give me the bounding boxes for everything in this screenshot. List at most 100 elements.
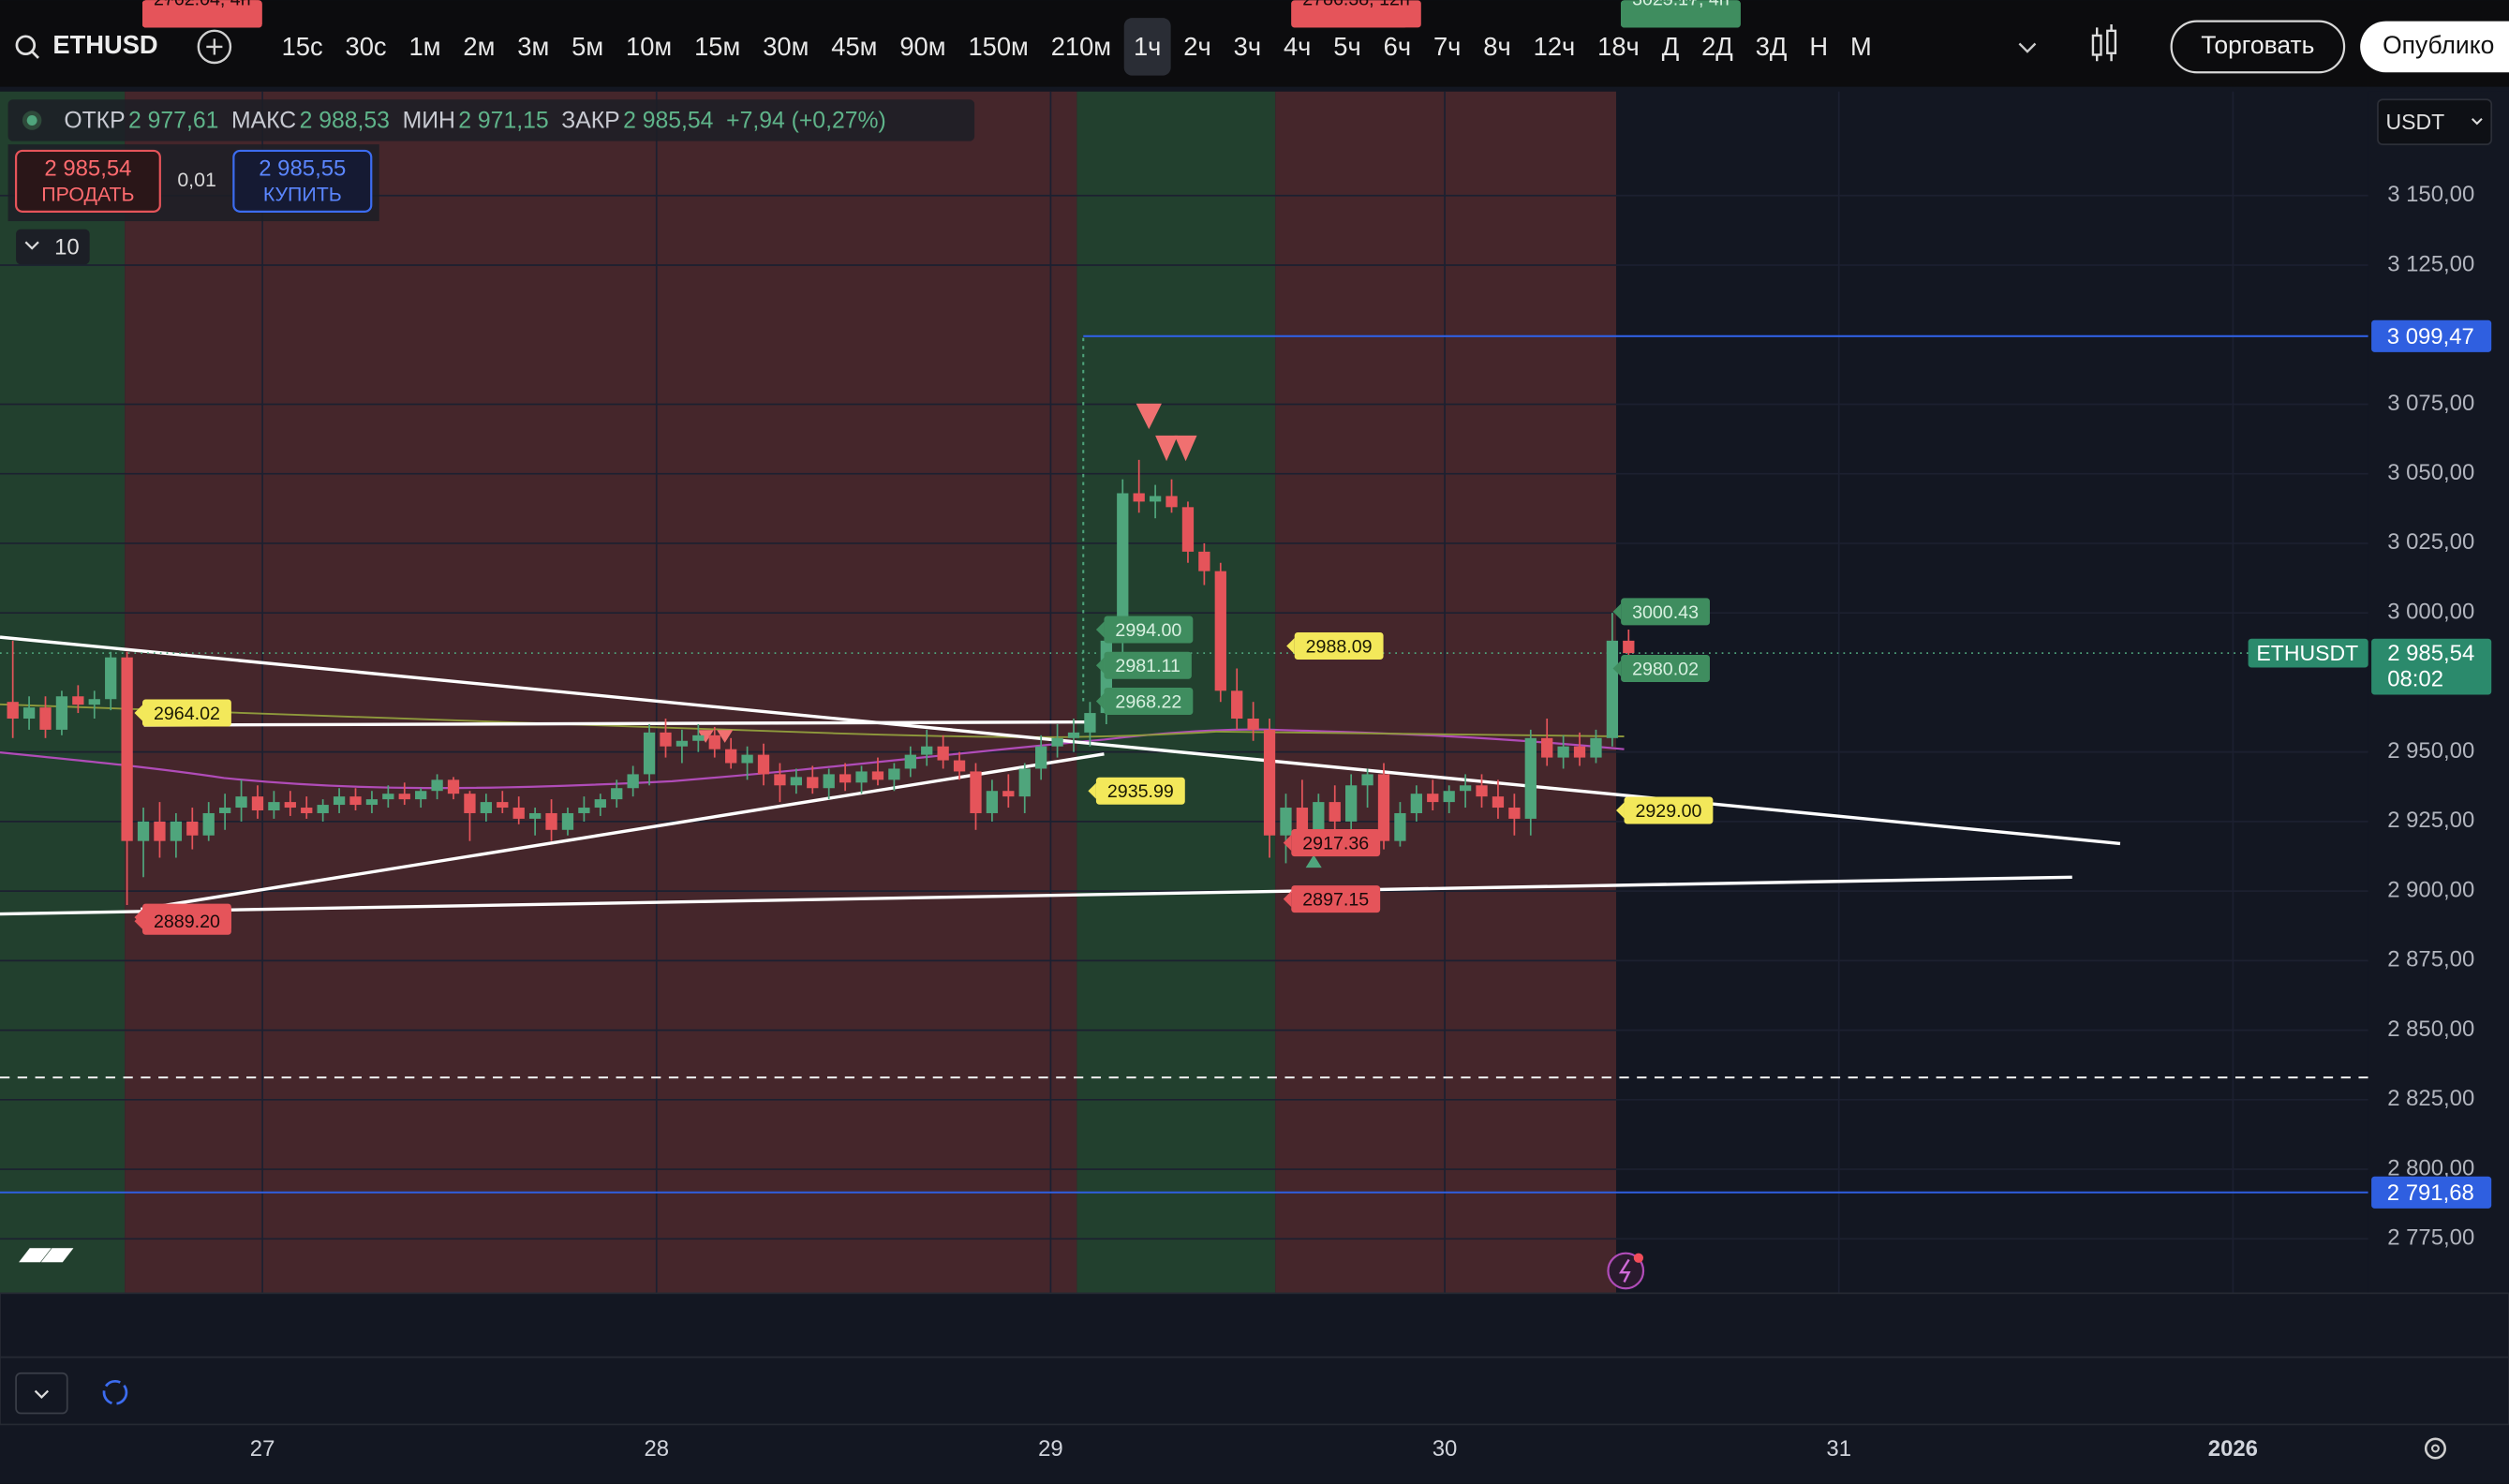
alert-bolt — [1618, 1258, 1631, 1283]
level-label-box — [1621, 654, 1710, 683]
y-tick-label: 3 150,00 — [2387, 182, 2474, 207]
interval[interactable]: М — [1850, 32, 1872, 61]
candle-body — [904, 754, 916, 769]
y-tick-label: 3 075,00 — [2387, 391, 2474, 416]
trade-button-label[interactable]: Торговать — [2201, 31, 2314, 59]
candle-body — [1296, 808, 1309, 830]
level-label: 2988.09 — [1306, 636, 1373, 657]
interval-dropdown[interactable] — [2018, 42, 2037, 53]
candle-body — [1084, 713, 1096, 733]
candle-body — [561, 812, 574, 830]
sync-button[interactable] — [102, 1379, 128, 1405]
interval[interactable]: 18ч — [1597, 32, 1640, 61]
indicators-toggle[interactable] — [16, 229, 90, 265]
candle-body — [1345, 785, 1358, 822]
selected-interval[interactable]: 1ч — [1134, 32, 1161, 61]
publish-button-label[interactable]: Опублико — [2383, 31, 2494, 59]
candle-body — [1410, 794, 1422, 813]
settings-button[interactable] — [2424, 1437, 2446, 1460]
symbol-search[interactable]: ETHUSD — [15, 30, 158, 59]
interval[interactable]: Д — [1662, 32, 1679, 61]
interval[interactable]: 150м — [968, 32, 1028, 61]
interval[interactable]: 2м — [463, 32, 495, 61]
level-label-tip — [134, 705, 143, 721]
interval[interactable]: 12ч — [1534, 32, 1576, 61]
candle-body — [545, 812, 557, 830]
interval[interactable]: 15с — [282, 32, 323, 61]
candle-body — [790, 777, 803, 786]
interval[interactable]: 5м — [572, 32, 603, 61]
interval[interactable]: 210м — [1051, 32, 1111, 61]
y-tick-label: 3 125,00 — [2387, 251, 2474, 276]
candle-body — [627, 774, 639, 789]
sell-label[interactable]: ПРОДАТЬ — [41, 183, 134, 205]
interval[interactable]: 3Д — [1756, 32, 1788, 61]
candle-body — [823, 774, 835, 789]
add-symbol[interactable] — [197, 29, 232, 65]
interval[interactable]: 8ч — [1483, 32, 1510, 61]
buy-button[interactable] — [232, 149, 373, 213]
line-price-box — [2371, 319, 2492, 352]
candle-body — [1280, 808, 1292, 836]
candle-body — [855, 771, 868, 783]
interval[interactable]: 4ч — [1284, 32, 1311, 61]
currency[interactable]: USDT — [2385, 110, 2444, 134]
interval[interactable]: 30с — [346, 32, 387, 61]
legend-label: МАКС — [231, 109, 296, 134]
candle-body — [774, 774, 786, 786]
interval[interactable]: 5ч — [1333, 32, 1360, 61]
indicators-count[interactable]: 10 — [54, 234, 80, 260]
candle-body — [1394, 812, 1406, 841]
alert-icon[interactable] — [1607, 1252, 1645, 1290]
interval[interactable]: 1м — [409, 32, 441, 61]
interval[interactable]: 45м — [831, 32, 877, 61]
sell-button[interactable] — [14, 149, 161, 213]
publish-button[interactable] — [2360, 21, 2509, 73]
buy-price[interactable]: 2 985,55 — [259, 156, 346, 182]
interval[interactable]: 15м — [694, 32, 740, 61]
interval[interactable]: 2ч — [1183, 32, 1210, 61]
candle-body — [1198, 551, 1210, 571]
candle-body — [301, 808, 313, 813]
candle-body — [1117, 493, 1129, 641]
level-label-box — [142, 907, 231, 935]
legend-value: 2 988,53 — [300, 109, 390, 134]
intervals: 15с 30с 1м 2м 3м 5м 10м 15м 30м 45м 90м 150м 210м 1ч 2… — [282, 18, 1872, 76]
interval[interactable]: 30м — [763, 32, 809, 61]
interval[interactable]: 6ч — [1384, 32, 1411, 61]
level-label: 3000.43 — [1632, 602, 1699, 623]
interval[interactable]: 90м — [899, 32, 945, 61]
candle-body — [937, 746, 949, 761]
symbol[interactable]: ETHUSD — [52, 30, 157, 59]
y-tick-label: 3 025,00 — [2387, 529, 2474, 555]
collapse-chevron — [34, 1389, 50, 1399]
sell-price[interactable]: 2 985,54 — [44, 156, 131, 182]
chart-type-button[interactable] — [2091, 24, 2117, 62]
interval[interactable]: 2Д — [1701, 32, 1733, 61]
line-price-label: 3 099,47 — [2387, 324, 2474, 349]
candle-body — [1427, 794, 1439, 803]
currency-dropdown[interactable] — [2377, 98, 2493, 145]
level-label-tip — [1088, 782, 1096, 799]
bottom-pane — [0, 1292, 2509, 1358]
buy-label[interactable]: КУПИТЬ — [263, 183, 342, 205]
interval[interactable]: 10м — [626, 32, 672, 61]
candle-body — [7, 702, 19, 720]
current-price-box — [2371, 638, 2492, 695]
level-label-tip — [1286, 637, 1295, 655]
collapse-button[interactable] — [15, 1372, 68, 1415]
interval[interactable]: 3м — [517, 32, 549, 61]
candle-body — [365, 799, 379, 806]
candle-body — [22, 707, 36, 720]
candle-body — [1035, 746, 1047, 769]
interval[interactable]: 7ч — [1433, 32, 1461, 61]
level-label-box — [1104, 688, 1194, 716]
candle-body — [1247, 719, 1259, 730]
interval[interactable]: 3ч — [1234, 32, 1261, 61]
candle-body — [1476, 785, 1488, 797]
trade-button[interactable] — [2170, 20, 2346, 74]
interval[interactable]: Н — [1809, 32, 1828, 61]
candle-body — [1313, 802, 1325, 830]
level-label-box — [1291, 829, 1381, 857]
